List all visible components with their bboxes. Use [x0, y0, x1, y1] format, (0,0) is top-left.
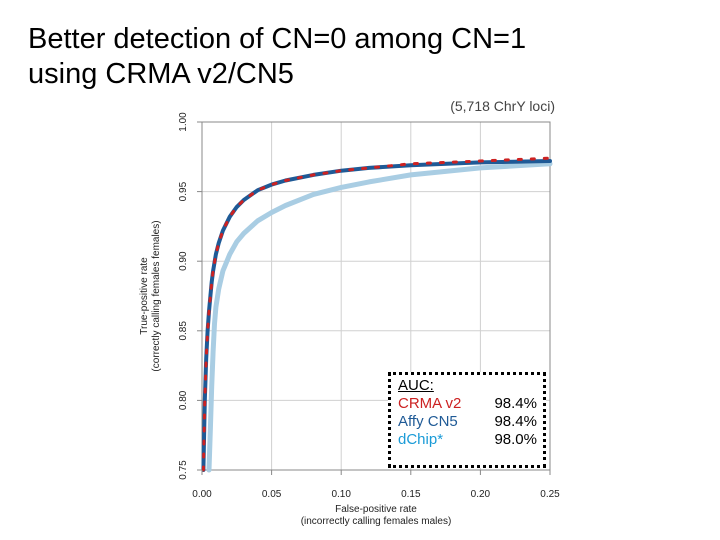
x-tick-label: 0.15 [401, 489, 421, 500]
x-tick-label: 0.10 [331, 489, 351, 500]
series-line-dchip [206, 161, 553, 473]
x-tick-label: 0.25 [540, 489, 560, 500]
x-tick-label: 0.00 [192, 489, 212, 500]
y-tick-label: 0.85 [178, 321, 189, 341]
y-tick-label: 0.75 [178, 460, 189, 480]
series-lines [201, 156, 553, 473]
y-tick-label: 1.00 [178, 112, 189, 132]
y-tick-label: 0.95 [178, 181, 189, 201]
y-tick-label: 0.90 [178, 251, 189, 271]
series-line-crma-v2 [201, 156, 552, 472]
chart-subtitle: (5,718 ChrY loci) [450, 98, 555, 114]
x-tick-label: 0.20 [471, 489, 491, 500]
legend-label-crma: CRMA v2 [398, 395, 462, 412]
auc-heading: AUC: [398, 377, 434, 394]
y-tick-label: 0.80 [178, 390, 189, 410]
x-tick-label: 0.05 [262, 489, 282, 500]
legend-entry-dchip: dChip* 98.0% [398, 431, 537, 449]
y-axis-label-2: (correctly calling females females) [151, 220, 162, 371]
legend-value-crma: 98.4% [494, 395, 537, 412]
y-axis-ticks: 0.75 0.80 0.85 0.90 0.95 1.00 [178, 112, 202, 480]
x-axis-label-2: (incorrectly calling females males) [301, 516, 452, 527]
legend-entry-crma: CRMA v2 98.4% [398, 395, 537, 413]
slide-title-line-2: using CRMA v2/CN5 [28, 58, 294, 90]
x-axis-ticks: 0.00 0.05 0.10 0.15 0.20 0.25 [192, 470, 560, 500]
auc-legend: AUC: CRMA v2 98.4% Affy CN5 98.4% dChip*… [388, 372, 546, 468]
legend-value-affy: 98.4% [494, 413, 537, 430]
y-axis-label: True-positive rate [139, 257, 150, 335]
slide-title: Better detection of CN=0 among CN=1 usin… [28, 22, 688, 92]
legend-entry-affy: Affy CN5 98.4% [398, 413, 537, 431]
x-axis-label: False-positive rate [335, 504, 417, 515]
plot-frame [201, 121, 551, 471]
slide-title-line-1: Better detection of CN=0 among CN=1 [28, 23, 527, 55]
legend-label-affy: Affy CN5 [398, 413, 458, 430]
legend-value-dchip: 98.0% [494, 431, 537, 448]
legend-label-dchip: dChip* [398, 431, 444, 448]
